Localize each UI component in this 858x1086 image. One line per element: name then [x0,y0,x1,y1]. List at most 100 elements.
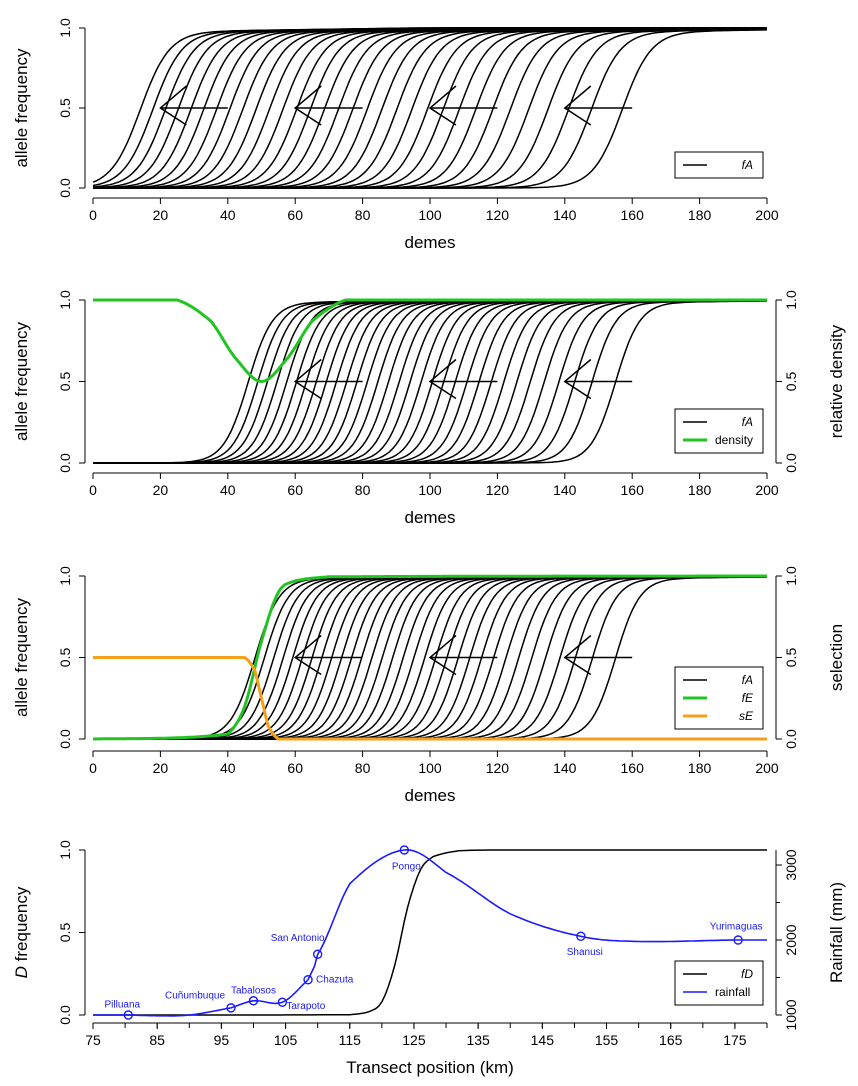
legend: fA density [674,408,764,454]
legend-label: sE [739,709,754,723]
x-tick-label: 180 [688,482,712,498]
x-tick-label: 60 [287,760,303,776]
x-axis-label: demes [404,233,455,252]
chart-panel-4: 75 85 95 105 115 125 135 145 155 165 175 Transect p… [12,840,846,1077]
y-axis-label: allele frequency [12,321,31,441]
legend-label: density [715,433,753,447]
x-tick-label: 100 [418,207,442,223]
chart-panel-1: 0 20 40 60 80 100 120 140 160 180 200 demes 0.0 0.5 1.… [12,18,779,252]
site-marker [277,997,288,1007]
y2-tick-label: 2000 [783,924,799,955]
x-tick-label: 60 [287,482,303,498]
legend-label: fD [741,967,753,981]
x-tick-label: 160 [621,207,645,223]
site-label: San Antonio [271,933,325,944]
y-tick-label: 0.5 [57,648,73,668]
x-tick-label: 115 [339,1032,362,1048]
x-tick-label: 200 [755,482,779,498]
y2-axis-label: selection [827,624,846,691]
site-marker [226,1003,236,1013]
x-tick-label: 140 [553,207,577,223]
legend-box [674,408,764,454]
x-tick-label: 160 [621,760,645,776]
y-tick-label: 1.0 [57,566,73,586]
site-label: Tarapoto [286,1001,325,1012]
plot-area [92,27,768,189]
y-axis-label: D frequency [12,886,31,978]
x-tick-label: 165 [659,1032,683,1048]
site-marker [123,1010,134,1020]
x-tick-label: 20 [153,760,169,776]
site-label: Chazuta [316,974,354,985]
series-fE [93,574,767,741]
direction-arrow-head [563,358,592,400]
series-fD [93,849,767,1016]
x-tick-label: 85 [149,1032,165,1048]
x-tick-label: 200 [755,760,779,776]
fE-line [93,574,767,741]
plot-area [93,848,767,1017]
site-marker [248,996,259,1006]
y-tick-label: 0.0 [57,178,73,198]
fA-curve [92,27,767,187]
legend-box [674,960,764,1006]
site-label: Tabalosos [231,985,276,996]
x-tick-label: 80 [355,482,371,498]
x-tick-label: 40 [220,207,236,223]
x-tick-label: 145 [531,1032,555,1048]
direction-arrow-head [293,85,322,126]
y-axis-label-italic: D [12,966,31,978]
y2-axis-label: Rainfall (mm) [827,882,846,983]
chart-panel-3: 0 20 40 60 80 100 120 140 160 180 200 demes 0.0 0.5 1.… [12,566,846,805]
direction-arrow-head [428,634,457,676]
x-tick-label: 120 [486,760,510,776]
x-tick-label: 20 [153,207,169,223]
direction-arrow-head [293,634,322,676]
legend-label: fA [742,415,753,429]
site-label: Pongo [392,862,421,873]
x-tick-label: 95 [214,1032,230,1048]
y-axis-label: allele frequency [12,48,31,168]
x-tick-label: 40 [220,760,236,776]
x-axis-label: Transect position (km) [346,1058,514,1077]
site-label: Cuñumbuque [165,991,225,1002]
series-fA [92,27,768,189]
y-tick-label: 0.0 [57,1005,73,1025]
fA-curve [93,29,767,189]
direction-arrow-head [428,85,457,126]
x-tick-label: 140 [553,482,577,498]
series-sE [93,656,767,741]
x-tick-label: 120 [486,207,510,223]
x-tick-label: 60 [287,207,303,223]
y2-tick-label: 3000 [783,849,799,880]
legend-label: fA [742,158,753,172]
plot-area [93,298,768,464]
direction-arrow-head [428,358,457,400]
y-axis-label: allele frequency [12,597,31,717]
direction-arrow-head [563,634,592,676]
x-tick-label: 155 [595,1032,619,1048]
site-marker [312,949,323,959]
fA-curve [92,27,767,183]
y-tick-label: 0.0 [57,729,73,749]
x-tick-label: 180 [688,207,712,223]
y2-tick-label: 1.0 [783,566,799,586]
rainfall-line [93,848,767,1017]
x-tick-label: 0 [89,482,97,498]
x-tick-label: 100 [418,760,442,776]
x-tick-label: 100 [418,482,442,498]
direction-arrow-head [563,85,592,126]
y2-axis-label: relative density [827,324,846,438]
legend: fD rainfall [674,960,764,1006]
y-axis-label-rest: frequency [12,886,31,966]
y-tick-label: 0.0 [57,453,73,473]
series-rainfall [93,848,767,1017]
x-tick-label: 180 [688,760,712,776]
site-label: Pilluana [105,1000,141,1011]
site-marker [576,931,586,941]
x-tick-label: 0 [89,207,97,223]
x-tick-label: 80 [355,760,371,776]
x-tick-label: 175 [723,1032,747,1048]
y-tick-label: 0.5 [57,98,73,118]
